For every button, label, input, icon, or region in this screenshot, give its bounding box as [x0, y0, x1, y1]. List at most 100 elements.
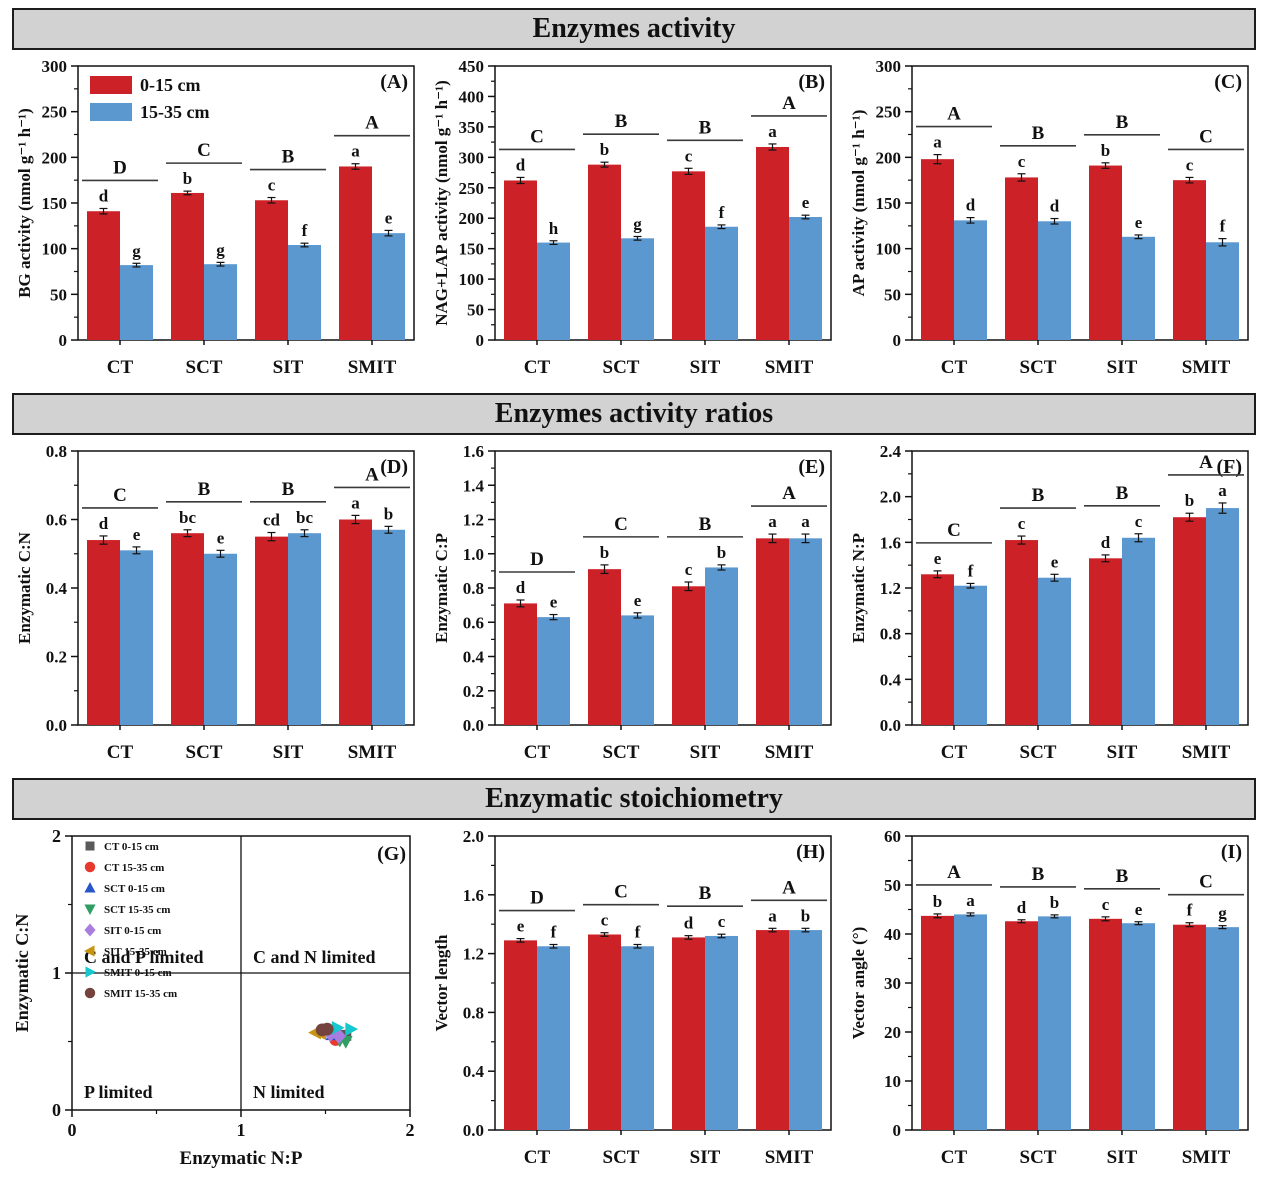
- bar-blue: [288, 533, 321, 725]
- significance-letter: d: [1050, 197, 1060, 216]
- significance-letter: b: [1050, 893, 1059, 912]
- significance-letter: c: [718, 912, 726, 931]
- bar-blue: [954, 585, 987, 725]
- y-tick-label: 100: [459, 270, 485, 289]
- significance-letter: b: [1185, 491, 1194, 510]
- significance-letter: b: [183, 169, 192, 188]
- y-tick-label: 100: [42, 240, 68, 259]
- bar-red: [756, 538, 789, 725]
- y-tick-label: 50: [50, 285, 67, 304]
- chart-B: 0 50 100 150 200 250 300 350 400 450 NAG+LAP activ…: [432, 57, 832, 378]
- category-label: SIT: [273, 357, 304, 378]
- scatter-point: [320, 1022, 334, 1036]
- y-tick-label: 250: [42, 103, 68, 122]
- section-header-enzymes-activity-ratios: Enzymes activity ratios: [12, 393, 1256, 435]
- legend-label: SCT 0-15 cm: [104, 883, 165, 895]
- bar-red: [171, 533, 204, 725]
- bar-blue: [1122, 537, 1155, 725]
- category-label: SCT: [186, 357, 223, 378]
- group-letter: A: [782, 877, 796, 898]
- bar-blue: [288, 245, 321, 340]
- y-tick-label: 0.0: [463, 1121, 484, 1140]
- y-tick-label: 2: [52, 826, 61, 846]
- y-tick-label: 1.6: [880, 533, 901, 552]
- y-tick-label: 1.2: [463, 511, 484, 530]
- scatter-point: [345, 1022, 359, 1036]
- chart-G: 00 1 1 2 2 C and P limited C and N limited P li…: [12, 826, 415, 1169]
- chart-F: 0.0 0.4 0.8 1.2 1.6 2.0 2.4 Enzymatic N:P (F) CT e…: [849, 442, 1249, 763]
- panel-f-enzymatic-np: 0.0 0.4 0.8 1.2 1.6 2.0 2.4 Enzymatic N:P (F) CT e…: [844, 439, 1258, 776]
- bar-blue: [537, 242, 570, 340]
- bar-red: [504, 940, 537, 1130]
- category-label: CT: [524, 357, 551, 378]
- group-letter: C: [947, 520, 961, 541]
- y-tick-label: 50: [467, 301, 484, 320]
- significance-letter: c: [268, 176, 276, 195]
- y-tick-label: 0.4: [46, 579, 68, 598]
- y-tick-label: 0.0: [463, 716, 484, 735]
- y-tick-label: 150: [42, 194, 68, 213]
- significance-letter: d: [99, 186, 109, 205]
- significance-letter: a: [768, 122, 777, 141]
- y-tick-label: 1.6: [463, 442, 484, 461]
- legend-label: 15-35 cm: [140, 102, 209, 122]
- group-letter: C: [530, 126, 544, 147]
- significance-letter: c: [1186, 155, 1194, 174]
- group-letter: A: [947, 104, 961, 125]
- y-tick-label: 2.0: [463, 827, 484, 846]
- category-label: CT: [524, 742, 551, 763]
- group-letter: B: [282, 479, 295, 500]
- bar-red: [672, 171, 705, 340]
- y-tick-label: 200: [459, 209, 485, 228]
- y-tick-label: 0.0: [46, 716, 67, 735]
- bar-blue: [621, 615, 654, 725]
- y-tick-label: 2.0: [880, 488, 901, 507]
- bar-red: [921, 915, 954, 1130]
- y-tick-label: 0.4: [880, 670, 902, 689]
- panel-tag: (B): [798, 71, 825, 93]
- category-label: CT: [941, 357, 968, 378]
- quadrant-label: N limited: [253, 1082, 325, 1102]
- group-letter: C: [1199, 872, 1213, 893]
- y-tick-label: 0.6: [46, 511, 67, 530]
- y-tick-label: 1.2: [880, 579, 901, 598]
- legend-swatch: [90, 103, 132, 121]
- significance-letter: c: [1018, 514, 1026, 533]
- section-header-enzymes-activity: Enzymes activity: [12, 8, 1256, 50]
- bar-red: [171, 192, 204, 340]
- significance-letter: e: [934, 549, 942, 568]
- quadrant-label: P limited: [84, 1082, 153, 1102]
- y-axis-label: BG activity (nmol g⁻¹ h⁻¹): [15, 108, 34, 298]
- y-tick-label: 0.2: [463, 682, 484, 701]
- category-label: SCT: [1020, 1147, 1057, 1168]
- group-letter: B: [1032, 123, 1045, 144]
- y-tick-label: 0.8: [463, 1003, 484, 1022]
- significance-letter: d: [516, 578, 526, 597]
- y-tick-label: 0.4: [463, 648, 485, 667]
- scatter-point: [331, 1020, 345, 1035]
- significance-letter: b: [801, 906, 810, 925]
- category-label: SIT: [1107, 742, 1138, 763]
- panel-tag: (H): [796, 841, 825, 863]
- category-label: SMIT: [1182, 1147, 1231, 1168]
- y-tick-label: 0: [59, 331, 68, 350]
- category-label: SMIT: [765, 742, 814, 763]
- bar-blue: [789, 217, 822, 340]
- y-tick-label: 50: [884, 285, 901, 304]
- x-tick-label: 0: [68, 1120, 77, 1140]
- y-tick-label: 10: [884, 1072, 901, 1091]
- group-letter: D: [530, 888, 544, 909]
- group-letter: B: [198, 479, 211, 500]
- bar-red: [756, 146, 789, 340]
- legend-marker-triangle-left: [84, 945, 95, 957]
- panel-tag: (G): [377, 843, 406, 865]
- bar-red: [504, 180, 537, 340]
- panel-tag: (E): [798, 456, 825, 478]
- significance-letter: f: [719, 203, 725, 222]
- y-tick-label: 300: [876, 57, 902, 76]
- significance-letter: a: [1218, 481, 1227, 500]
- group-letter: B: [1032, 485, 1045, 506]
- significance-letter: a: [933, 133, 942, 152]
